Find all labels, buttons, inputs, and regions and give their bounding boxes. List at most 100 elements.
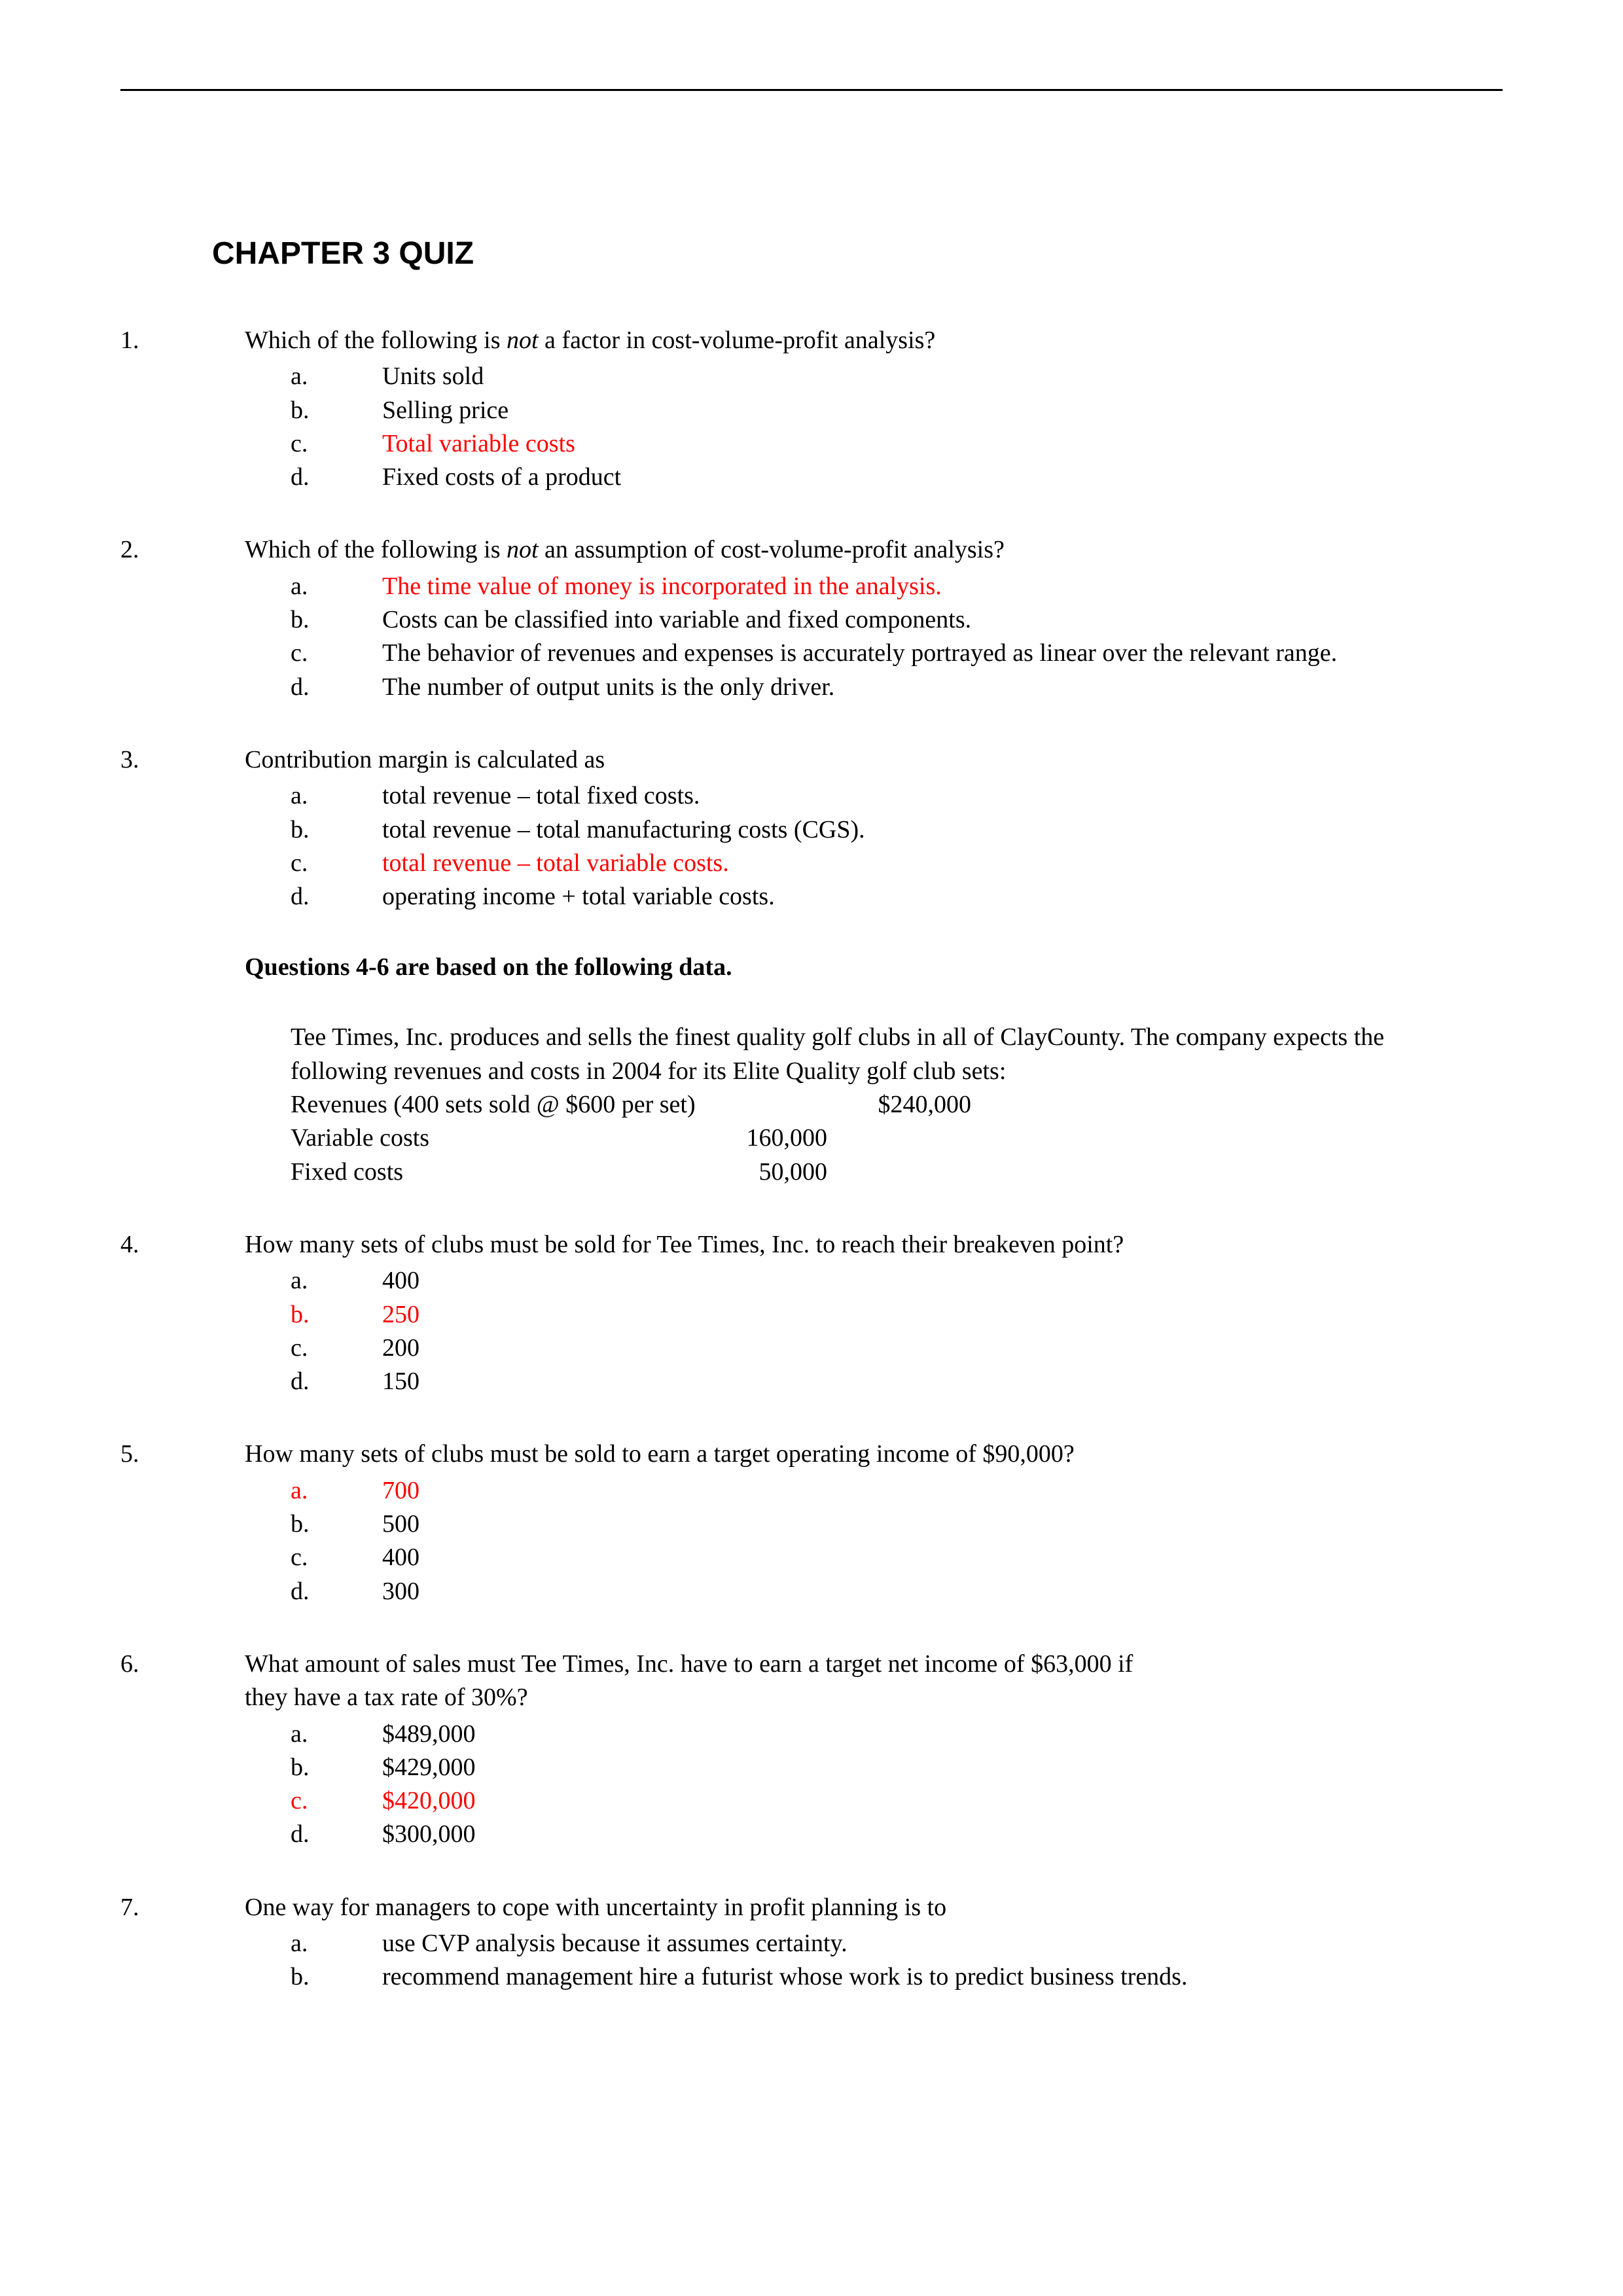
choice-letter: b. [291, 1298, 382, 1332]
choice-text: 400 [382, 1541, 1503, 1574]
scenario-paragraph: Tee Times, Inc. produces and sells the f… [291, 1021, 1411, 1088]
question-text: Which of the following is not an assumpt… [245, 533, 1503, 567]
choice-text: total revenue – total fixed costs. [382, 779, 1503, 813]
question-text-em: not [507, 536, 539, 563]
choice-text: 250 [382, 1298, 1503, 1332]
choice-letter: b. [291, 813, 382, 847]
question-number: 6. [120, 1648, 245, 1681]
choice-a: a.$489,000 [291, 1718, 1503, 1751]
choices: a.The time value of money is incorporate… [291, 570, 1503, 704]
question-text-post: a factor in cost-volume-profit analysis? [539, 327, 936, 354]
header-rule [120, 89, 1503, 91]
choice-letter: a. [291, 1264, 382, 1298]
question-text: How many sets of clubs must be sold to e… [245, 1438, 1503, 1471]
question-text-pre: Which of the following is [245, 327, 507, 354]
question-6: 6. What amount of sales must Tee Times, … [120, 1648, 1503, 1852]
choices: a.700 b.500 c.400 d.300 [291, 1474, 1503, 1608]
question-text-line: What amount of sales must Tee Times, Inc… [245, 1650, 1133, 1678]
choice-text: use CVP analysis because it assumes cert… [382, 1927, 1503, 1960]
choice-text: $429,000 [382, 1751, 1503, 1784]
question-text-pre: Contribution margin is calculated as [245, 746, 605, 773]
question-text-continuation: they have a tax rate of 30%? [245, 1681, 1503, 1714]
choices: a.400 b.250 c.200 d.150 [291, 1264, 1503, 1398]
choice-text: Units sold [382, 360, 1503, 393]
table-row: Fixed costs 50,000 [291, 1156, 1503, 1189]
choice-a: a.Units sold [291, 360, 1503, 393]
choice-letter: b. [291, 394, 382, 427]
choice-a: a.400 [291, 1264, 1503, 1298]
choice-text: The number of output units is the only d… [382, 671, 1503, 704]
choice-letter: c. [291, 1541, 382, 1574]
question-text: Contribution margin is calculated as [245, 743, 1503, 777]
choice-letter: a. [291, 570, 382, 603]
choice-text: 700 [382, 1474, 1503, 1508]
choice-b: b.recommend management hire a futurist w… [291, 1960, 1503, 1994]
choice-letter: c. [291, 847, 382, 880]
choice-letter: a. [291, 360, 382, 393]
choice-d: d.$300,000 [291, 1818, 1503, 1851]
choice-letter: d. [291, 1818, 382, 1851]
question-number: 2. [120, 533, 245, 567]
choice-letter: b. [291, 1508, 382, 1541]
choice-d: d.Fixed costs of a product [291, 461, 1503, 494]
question-number: 1. [120, 324, 245, 357]
question-text: What amount of sales must Tee Times, Inc… [245, 1648, 1503, 1681]
choice-letter: d. [291, 671, 382, 704]
choice-letter: a. [291, 1474, 382, 1508]
choice-c: c.The behavior of revenues and expenses … [291, 637, 1503, 670]
choice-text: The time value of money is incorporated … [382, 570, 1503, 603]
choices: a.$489,000 b.$429,000 c.$420,000 d.$300,… [291, 1718, 1503, 1852]
choice-letter: c. [291, 1784, 382, 1818]
choice-c: c.total revenue – total variable costs. [291, 847, 1503, 880]
choice-d: d.operating income + total variable cost… [291, 880, 1503, 913]
question-2: 2. Which of the following is not an assu… [120, 533, 1503, 703]
table-row: Variable costs 160,000 [291, 1122, 1503, 1155]
choice-text: $420,000 [382, 1784, 1503, 1818]
choice-letter: b. [291, 603, 382, 637]
choice-text: Fixed costs of a product [382, 461, 1503, 494]
choice-b: b.total revenue – total manufacturing co… [291, 813, 1503, 847]
choice-b: b.Costs can be classified into variable … [291, 603, 1503, 637]
choice-a: a.total revenue – total fixed costs. [291, 779, 1503, 813]
choice-letter: b. [291, 1960, 382, 1994]
page-content: CHAPTER 3 QUIZ 1. Which of the following… [120, 236, 1503, 2034]
question-1: 1. Which of the following is not a facto… [120, 324, 1503, 494]
choices: a.Units sold b.Selling price c.Total var… [291, 360, 1503, 494]
data-label: Fixed costs [291, 1156, 709, 1189]
section-heading: Questions 4-6 are based on the following… [245, 953, 1503, 981]
choice-d: d.300 [291, 1575, 1503, 1608]
data-value: 160,000 [709, 1122, 827, 1155]
choice-letter: b. [291, 1751, 382, 1784]
choice-letter: a. [291, 779, 382, 813]
choice-c: c.400 [291, 1541, 1503, 1574]
choice-text: operating income + total variable costs. [382, 880, 1503, 913]
choice-text: recommend management hire a futurist who… [382, 1960, 1503, 1994]
question-3: 3. Contribution margin is calculated as … [120, 743, 1503, 913]
choice-text: Selling price [382, 394, 1503, 427]
table-row: Revenues (400 sets sold @ $600 per set) … [291, 1088, 1503, 1122]
choice-b: b.Selling price [291, 394, 1503, 427]
choice-letter: a. [291, 1718, 382, 1751]
question-7: 7. One way for managers to cope with unc… [120, 1891, 1503, 1994]
page-title: CHAPTER 3 QUIZ [212, 236, 1503, 272]
choice-text: $489,000 [382, 1718, 1503, 1751]
choice-letter: c. [291, 637, 382, 670]
choice-c: c.Total variable costs [291, 427, 1503, 461]
choice-text: Total variable costs [382, 427, 1503, 461]
choice-d: d.The number of output units is the only… [291, 671, 1503, 704]
choice-text: 400 [382, 1264, 1503, 1298]
data-value: $240,000 [827, 1088, 971, 1122]
choice-text: 200 [382, 1332, 1503, 1365]
question-5: 5. How many sets of clubs must be sold t… [120, 1438, 1503, 1608]
choice-c: c.200 [291, 1332, 1503, 1365]
question-number: 3. [120, 743, 245, 777]
choice-text: 500 [382, 1508, 1503, 1541]
choice-b: b.500 [291, 1508, 1503, 1541]
question-4: 4. How many sets of clubs must be sold f… [120, 1228, 1503, 1398]
question-text-post: an assumption of cost-volume-profit anal… [539, 536, 1005, 563]
choice-b: b.$429,000 [291, 1751, 1503, 1784]
choice-letter: d. [291, 461, 382, 494]
choice-c: c.$420,000 [291, 1784, 1503, 1818]
choice-letter: d. [291, 1575, 382, 1608]
choice-text: 300 [382, 1575, 1503, 1608]
